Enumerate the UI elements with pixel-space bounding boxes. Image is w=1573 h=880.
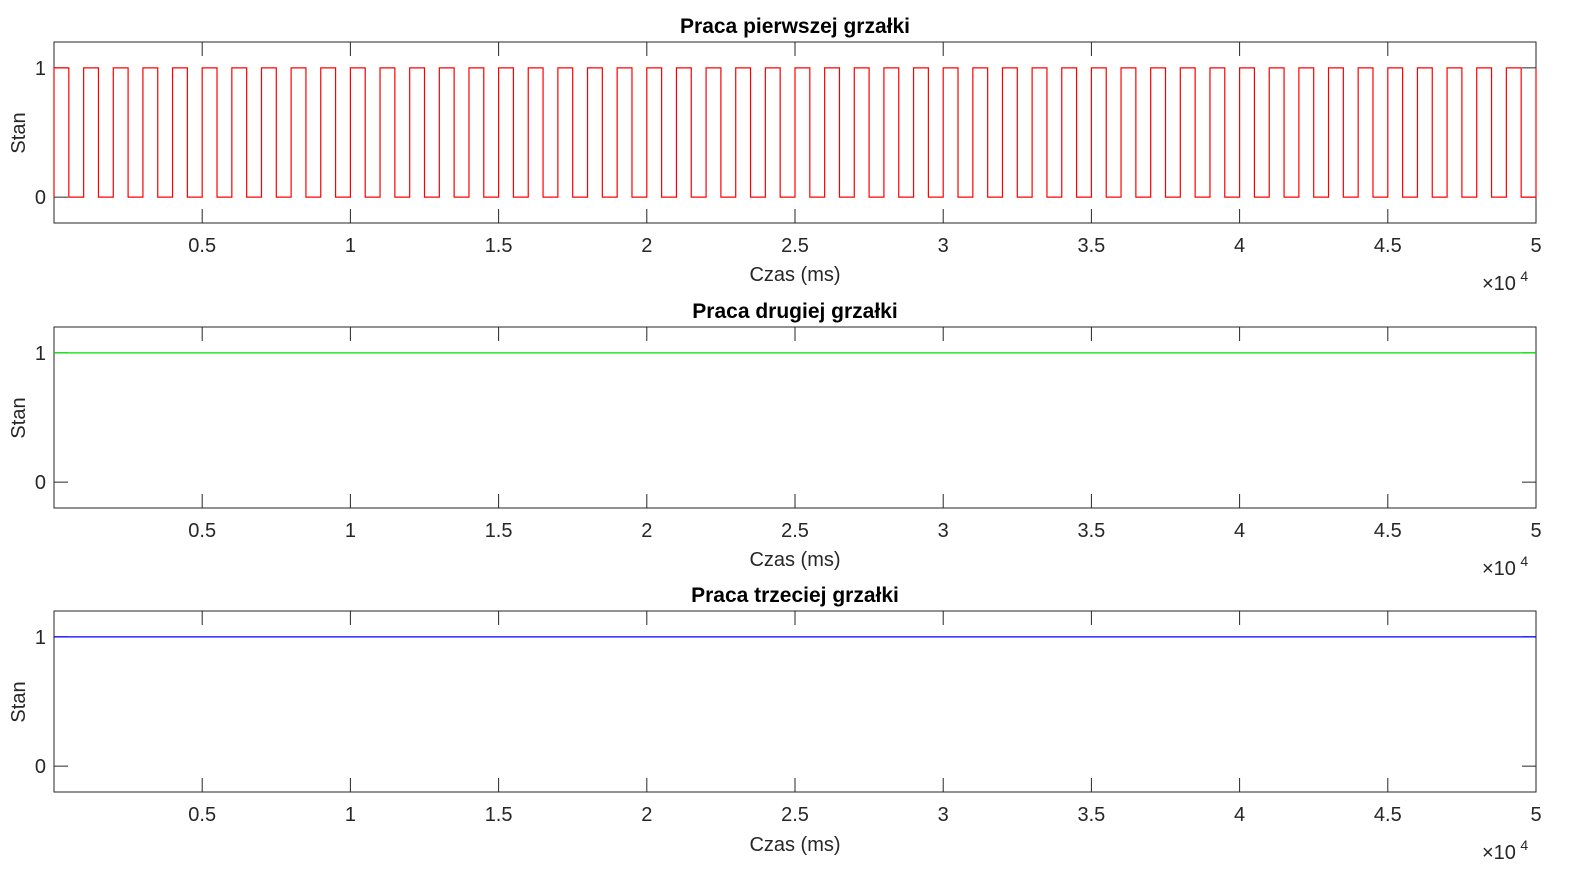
- x-tick-label: 1.5: [485, 520, 513, 542]
- subplot-3-ylabel: Stan: [8, 681, 30, 722]
- x-tick-label: 4.5: [1374, 804, 1402, 826]
- subplot-1-multiplier-power: 4: [1520, 268, 1528, 284]
- subplot-3-title: Praca trzeciej grzałki: [691, 584, 899, 607]
- x-tick-label: 4: [1234, 804, 1245, 826]
- subplot-2-plot: 0.5 1 1.5 2 2.5 3 3.5 4 4.5 5 0 1: [35, 326, 1542, 542]
- x-tick-label: 5: [1530, 235, 1541, 257]
- subplot-1-ylabel: Stan: [8, 112, 30, 153]
- x-tick-label: 2.5: [781, 520, 809, 542]
- x-tick-label: 3: [938, 235, 949, 257]
- x-tick-label: 2.5: [781, 235, 809, 257]
- x-tick-label: 4.5: [1374, 520, 1402, 542]
- x-tick-label: 2: [641, 804, 652, 826]
- x-tick-label: 4: [1234, 520, 1245, 542]
- subplot-1: Praca pierwszej grzałki 0.5 1 1.5 2 2.5 3 3.5 4…: [8, 15, 1542, 295]
- x-tick-label: 0.5: [188, 520, 216, 542]
- x-tick-label: 0.5: [188, 235, 216, 257]
- axes-box: [53, 610, 1537, 793]
- subplot-2-xlabel: Czas (ms): [749, 549, 840, 571]
- x-tick-label: 1.5: [485, 804, 513, 826]
- subplot-3-plot: 0.5 1 1.5 2 2.5 3 3.5 4 4.5 5 0 1: [35, 610, 1542, 826]
- x-tick-label: 3: [938, 804, 949, 826]
- x-tick-label: 1: [345, 520, 356, 542]
- x-tick-label: 1.5: [485, 235, 513, 257]
- subplot-2-multiplier-power: 4: [1520, 553, 1528, 569]
- subplot-3: Praca trzeciej grzałki 0.5 1 1.5 2 2.5 3 3.5 4 4…: [8, 584, 1542, 864]
- subplot-1-title: Praca pierwszej grzałki: [680, 15, 910, 38]
- x-tick-label: 1: [345, 235, 356, 257]
- axes-box: [53, 326, 1537, 509]
- y-tick-label: 0: [35, 756, 46, 778]
- x-tick-label: 3.5: [1077, 804, 1105, 826]
- y-tick-label: 1: [35, 343, 46, 365]
- x-tick-label: 1: [345, 804, 356, 826]
- x-tick-label: 2: [641, 235, 652, 257]
- subplot-1-x-multiplier: ×10 4: [1482, 268, 1528, 295]
- x-tick-label: 0.5: [188, 804, 216, 826]
- x-tick-label: 3: [938, 520, 949, 542]
- x-tick-label: 5: [1530, 520, 1541, 542]
- subplot-2-x-multiplier: ×10 4: [1482, 553, 1528, 580]
- subplot-2-title: Praca drugiej grzałki: [692, 300, 897, 323]
- series-line: [53, 67, 1537, 198]
- x-tick-label: 4: [1234, 235, 1245, 257]
- subplot-1-multiplier-base: ×10: [1482, 273, 1516, 295]
- x-tick-label: 4.5: [1374, 235, 1402, 257]
- subplot-3-multiplier-power: 4: [1520, 837, 1528, 853]
- x-tick-label: 5: [1530, 804, 1541, 826]
- y-tick-label: 0: [35, 187, 46, 209]
- subplot-2-multiplier-base: ×10: [1482, 558, 1516, 580]
- subplot-2-ylabel: Stan: [8, 397, 30, 438]
- y-tick-label: 0: [35, 472, 46, 494]
- y-tick-label: 1: [35, 58, 46, 80]
- subplot-3-multiplier-base: ×10: [1482, 842, 1516, 864]
- y-tick-label: 1: [35, 627, 46, 649]
- x-tick-label: 3.5: [1077, 520, 1105, 542]
- x-tick-label: 2.5: [781, 804, 809, 826]
- subplot-1-xlabel: Czas (ms): [749, 264, 840, 286]
- subplot-3-x-multiplier: ×10 4: [1482, 837, 1528, 864]
- subplot-3-xlabel: Czas (ms): [749, 834, 840, 856]
- subplot-1-plot: 0.5 1 1.5 2 2.5 3 3.5 4 4.5 5 0 1: [35, 41, 1542, 257]
- subplot-2: Praca drugiej grzałki 0.5 1 1.5 2 2.5 3 3.5 4 4.…: [8, 300, 1542, 580]
- x-tick-label: 2: [641, 520, 652, 542]
- x-tick-label: 3.5: [1077, 235, 1105, 257]
